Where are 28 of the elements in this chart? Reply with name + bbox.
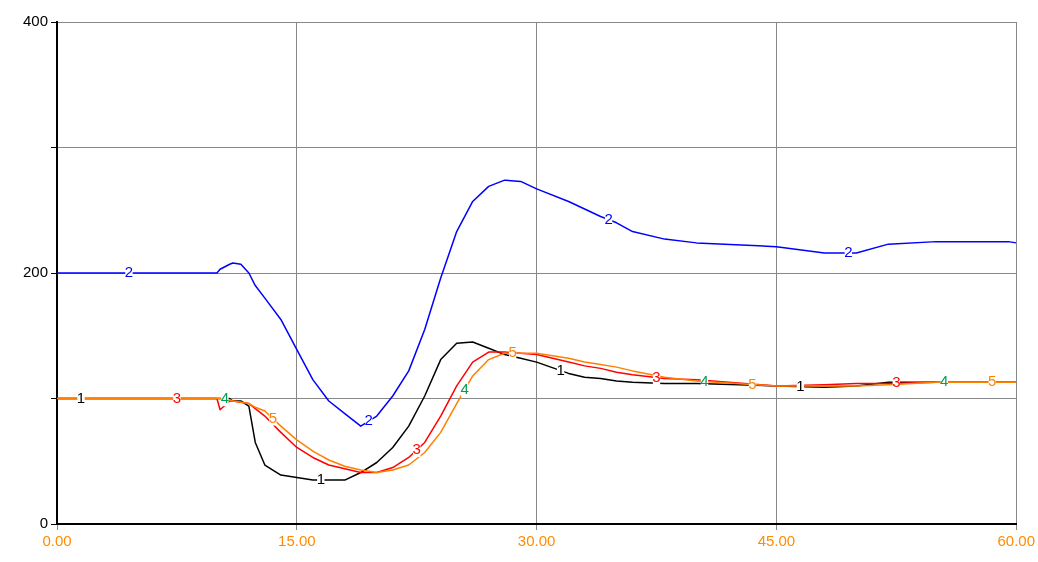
text: 1 <box>796 376 805 394</box>
text: 5 <box>988 372 997 390</box>
series-label: 3 <box>652 367 661 385</box>
text: 2 <box>124 263 134 281</box>
text: 5 <box>748 374 757 392</box>
y-tick-label: 0 <box>39 514 49 532</box>
y-tick-label: 200 <box>23 263 49 281</box>
x-tick-label: 15.00 <box>278 532 316 550</box>
text: 5 <box>508 343 517 361</box>
text: 2 <box>364 411 373 429</box>
text: 2 <box>844 243 853 261</box>
series-label: 1 <box>556 360 565 378</box>
text: 4 <box>940 372 949 390</box>
series-label: 5 <box>268 408 278 426</box>
text: 4 <box>460 379 469 397</box>
text: 1 <box>76 388 86 406</box>
x-tick-label: 60.00 <box>997 532 1036 550</box>
legend-label: 4 <box>220 389 230 407</box>
series-label: 2 <box>604 209 613 227</box>
text: 1 <box>316 470 325 488</box>
x-tick-label: 45.00 <box>757 532 796 550</box>
x-tick-label: 30.00 <box>517 532 556 550</box>
text: 3 <box>892 373 901 391</box>
text: 4 <box>700 371 709 389</box>
x-tick-label: 0.00 <box>42 532 72 550</box>
text: 3 <box>412 440 421 458</box>
text: 3 <box>172 388 182 406</box>
y-tick-label: 400 <box>23 12 49 30</box>
